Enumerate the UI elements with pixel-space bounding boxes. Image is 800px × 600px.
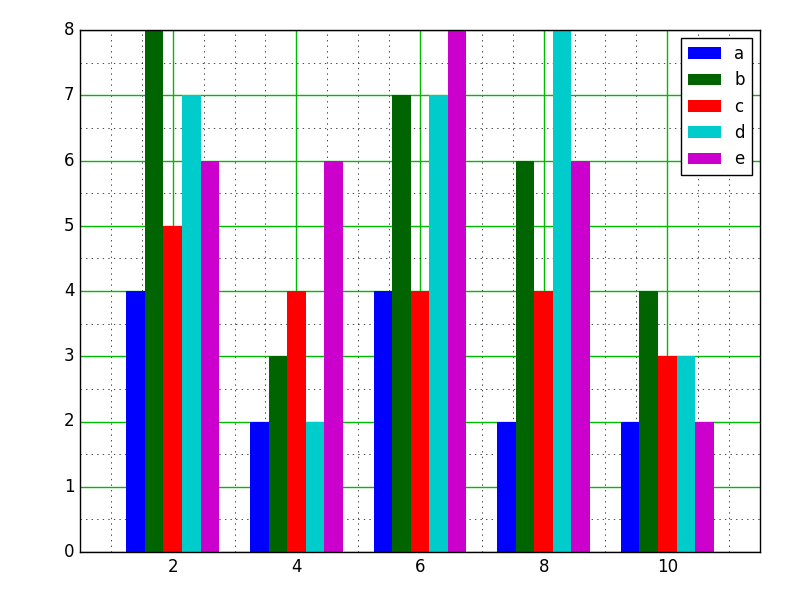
Bar (553, 30, 571, 552)
Bar (287, 291, 306, 552)
Bar (145, 30, 163, 552)
Bar (621, 421, 639, 552)
Bar (250, 421, 269, 552)
Bar (306, 421, 324, 552)
Bar (534, 291, 553, 552)
Bar (182, 95, 201, 552)
Bar (269, 356, 287, 552)
Bar (324, 160, 342, 552)
Bar (163, 226, 182, 552)
Bar (374, 291, 392, 552)
Bar (639, 291, 658, 552)
Bar (201, 160, 219, 552)
Bar (410, 291, 430, 552)
Bar (571, 160, 590, 552)
Bar (695, 421, 714, 552)
Legend: a, b, c, d, e: a, b, c, d, e (681, 38, 752, 175)
Bar (677, 356, 695, 552)
Bar (658, 356, 677, 552)
Bar (448, 30, 466, 552)
Bar (498, 421, 516, 552)
Bar (430, 95, 448, 552)
Bar (392, 95, 410, 552)
Bar (126, 291, 145, 552)
Bar (516, 160, 534, 552)
